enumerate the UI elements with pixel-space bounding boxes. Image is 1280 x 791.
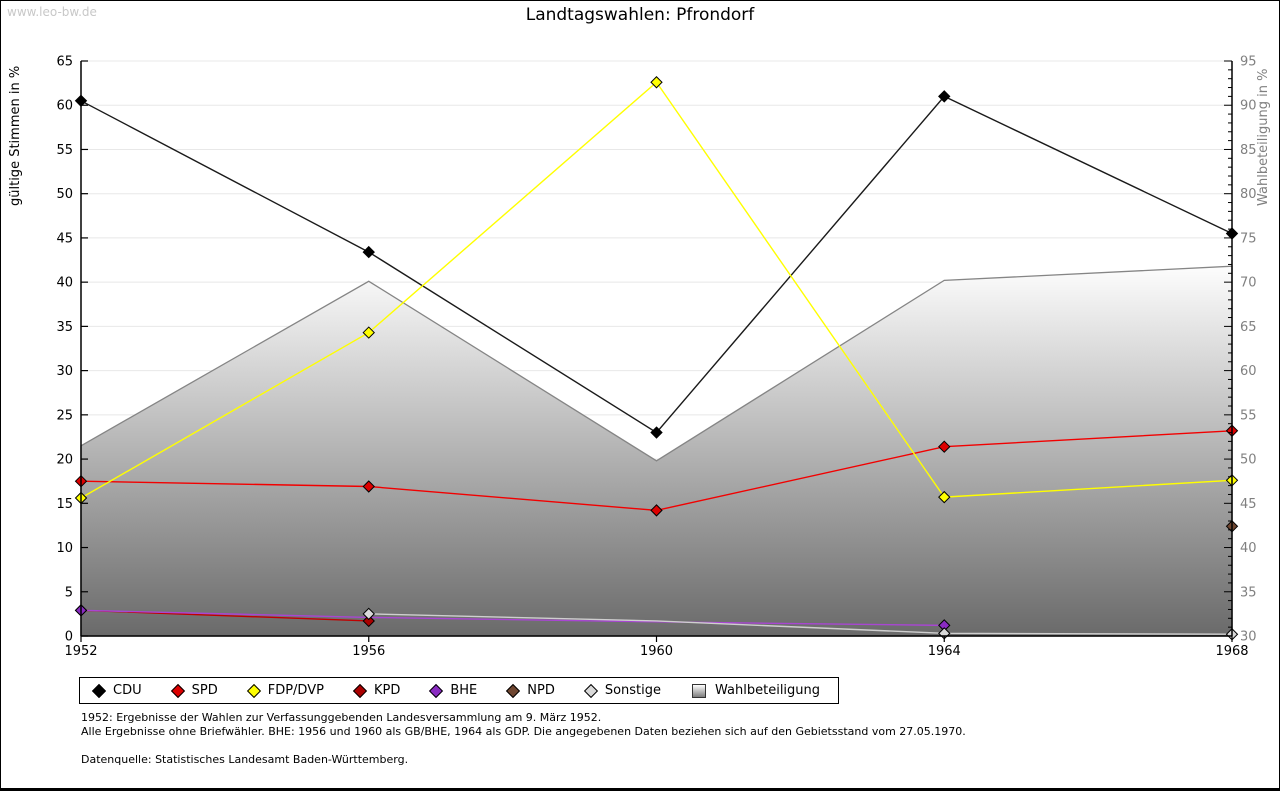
tick-label-year-1968: 1968 — [1215, 644, 1248, 659]
point-fdp-dvp-1960 — [650, 76, 663, 89]
legend-item-bhe: BHE — [429, 683, 478, 698]
point-fdp-dvp-1964 — [938, 490, 951, 504]
tick-label-left: 65 — [56, 55, 73, 70]
legend-label: KPD — [373, 683, 401, 698]
election-line-chart: 0 5 10 15 20 25 30 35 40 45 50 55 60 65 30 35 40 45 50 55 60… — [8, 55, 1271, 660]
chart-footnotes: 1952: Ergebnisse der Wahlen zur Verfassu… — [81, 711, 966, 767]
legend-label: BHE — [450, 683, 478, 698]
tick-label-left: 10 — [56, 541, 73, 556]
tick-label-right: 35 — [1240, 585, 1257, 600]
tick-label-left: 55 — [56, 143, 73, 158]
legend-item-sonstige: Sonstige — [583, 683, 662, 698]
chart-legend: CDU SPD FDP/DVP KPD BHE NPD Sonstige Wahlbeteil… — [79, 677, 840, 704]
series-wahlbeteiligung-area — [80, 265, 1233, 637]
point-sonstige-1956 — [362, 607, 375, 621]
legend-marker-npd-icon — [506, 683, 521, 698]
legend-label: SPD — [191, 683, 218, 698]
tick-label-year-1956: 1956 — [352, 644, 385, 659]
point-fdp-dvp-1956 — [362, 326, 375, 339]
legend-label: Sonstige — [604, 683, 662, 698]
tick-label-right: 90 — [1240, 99, 1257, 114]
legend-marker-spd-icon — [170, 683, 185, 698]
tick-label-left: 25 — [56, 408, 73, 423]
tick-label-left: 0 — [65, 630, 73, 645]
tick-label-left: 15 — [56, 497, 73, 512]
series-sonstige-line — [368, 613, 1233, 635]
footnote-line-1: 1952: Ergebnisse der Wahlen zur Verfassu… — [81, 711, 602, 724]
legend-label: CDU — [113, 683, 142, 698]
tick-label-left: 30 — [56, 364, 73, 379]
footnote-source: Datenquelle: Statistisches Landesamt Bad… — [81, 753, 409, 766]
tick-label-left: 50 — [56, 187, 73, 202]
tick-label-right: 55 — [1240, 408, 1257, 423]
tick-label-left: 60 — [56, 99, 73, 114]
tick-label-year-1964: 1964 — [928, 644, 961, 659]
legend-marker-sonstige-icon — [583, 683, 598, 698]
tick-label-right: 65 — [1240, 320, 1257, 335]
legend-item-wahlbeteiligung: Wahlbeteiligung — [692, 683, 820, 698]
legend-item-spd: SPD — [170, 683, 218, 698]
tick-label-right: 40 — [1240, 541, 1257, 556]
point-spd-1960 — [650, 504, 663, 517]
legend-marker-cdu-icon — [91, 683, 107, 698]
point-cdu-1964 — [938, 90, 951, 103]
tick-label-left: 5 — [65, 585, 73, 600]
point-spd-1956 — [362, 480, 375, 493]
tick-label-year-1952: 1952 — [64, 644, 97, 659]
point-spd-1964 — [938, 440, 951, 453]
page-title: Landtagswahlen: Pfrondorf — [525, 5, 755, 25]
series-bhe-line — [80, 609, 945, 627]
tick-label-right: 30 — [1240, 630, 1257, 645]
tick-label-right: 70 — [1240, 276, 1257, 291]
legend-marker-wahlbeteiligung-icon — [692, 683, 707, 698]
tick-label-left: 40 — [56, 276, 73, 291]
legend-marker-kpd-icon — [352, 683, 368, 698]
legend-label: NPD — [527, 683, 555, 698]
tick-label-year-1960: 1960 — [640, 644, 673, 659]
tick-label-right: 80 — [1240, 187, 1257, 202]
legend-marker-fdp-dvp-icon — [246, 683, 261, 698]
y-axis-left-title: gültige Stimmen in % — [8, 66, 23, 206]
legend-item-kpd: KPD — [352, 683, 401, 698]
tick-label-left: 20 — [56, 453, 73, 468]
legend-label: Wahlbeteiligung — [715, 683, 821, 698]
legend-item-npd: NPD — [506, 683, 555, 698]
point-cdu-1956 — [362, 245, 375, 259]
tick-label-right: 95 — [1240, 55, 1257, 70]
point-kpd-1956 — [362, 614, 375, 628]
tick-label-right: 50 — [1240, 453, 1257, 468]
tick-label-right: 60 — [1240, 364, 1257, 379]
legend-marker-bhe-icon — [429, 683, 444, 698]
legend-item-cdu: CDU — [91, 683, 142, 698]
footnote-line-2: Alle Ergebnisse ohne Briefwähler. BHE: 1… — [81, 724, 966, 738]
tick-label-right: 45 — [1240, 497, 1257, 512]
tick-label-left: 45 — [56, 231, 73, 246]
legend-item-fdp-dvp: FDP/DVP — [246, 683, 324, 698]
tick-label-left: 35 — [56, 320, 73, 335]
point-cdu-1960 — [650, 426, 663, 439]
legend-label: FDP/DVP — [267, 683, 324, 698]
watermark: www.leo-bw.de — [7, 5, 97, 19]
y-axis-right-title: Wahlbeteiligung in % — [1256, 69, 1271, 206]
tick-label-right: 75 — [1240, 231, 1257, 246]
tick-label-right: 85 — [1240, 143, 1257, 158]
